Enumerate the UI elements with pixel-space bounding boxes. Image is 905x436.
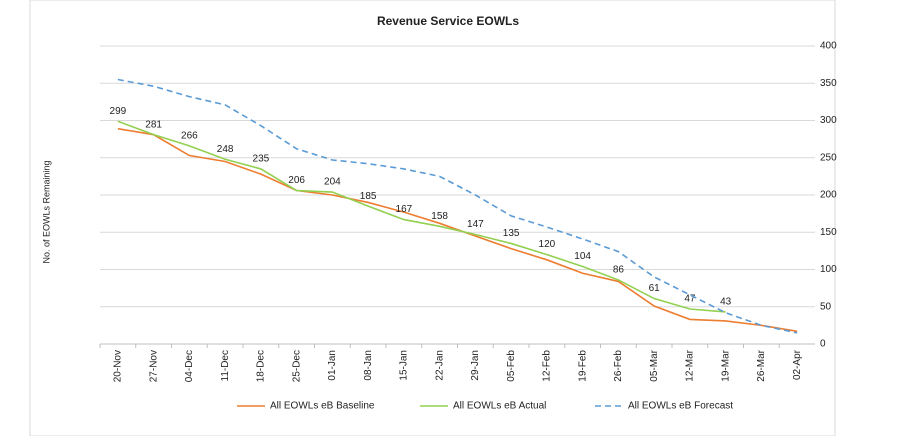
data-label: 185 [360, 191, 377, 202]
data-label: 266 [181, 130, 198, 141]
y-tick-label: 0 [820, 339, 826, 350]
x-tick-label: 15-Jan [399, 350, 410, 381]
y-tick-label: 300 [820, 115, 837, 126]
x-tick-label: 18-Dec [256, 350, 267, 382]
data-label: 61 [649, 283, 661, 294]
x-tick-label: 08-Jan [363, 350, 374, 381]
chart-frame [29, 0, 836, 436]
data-label: 206 [288, 175, 305, 186]
data-label: 167 [396, 204, 413, 215]
y-tick-label: 250 [820, 152, 837, 163]
x-tick-label: 29-Jan [470, 350, 481, 381]
x-tick-label: 26-Feb [613, 350, 624, 382]
y-tick-label: 100 [820, 264, 837, 275]
x-tick-label: 04-Dec [184, 350, 195, 382]
data-label: 147 [467, 219, 484, 230]
y-tick-label: 200 [820, 190, 837, 201]
x-tick-label: 20-Nov [113, 350, 124, 382]
x-tick-label: 27-Nov [148, 350, 159, 382]
x-tick-label: 19-Mar [720, 349, 731, 381]
x-tick-label: 12-Mar [685, 349, 696, 381]
y-tick-label: 50 [820, 301, 832, 312]
legend-label: All EOWLs eB Actual [453, 401, 546, 412]
x-tick-label: 25-Dec [291, 350, 302, 382]
x-tick-label: 26-Mar [756, 349, 767, 381]
y-axis-label: No. of EOWLs Remaining [41, 160, 51, 263]
x-tick-label: 19-Feb [577, 350, 588, 382]
series-line [117, 78, 798, 334]
data-label: 135 [503, 228, 520, 239]
data-label: 281 [145, 119, 162, 130]
x-tick-label: 22-Jan [434, 350, 445, 381]
x-tick-label: 12-Feb [542, 350, 553, 382]
data-label: 86 [613, 265, 625, 276]
data-label: 158 [431, 211, 448, 222]
chart-title: Revenue Service EOWLs [377, 14, 519, 28]
x-tick-label: 11-Dec [220, 350, 231, 382]
x-tick-label: 01-Jan [327, 350, 338, 381]
data-label: 104 [574, 251, 591, 262]
data-label: 204 [324, 177, 341, 188]
data-label: 47 [684, 294, 696, 305]
data-label: 235 [253, 154, 270, 165]
data-label: 120 [539, 239, 556, 250]
data-label: 248 [217, 144, 234, 155]
y-tick-label: 400 [820, 41, 837, 52]
y-tick-label: 350 [820, 78, 837, 89]
legend-label: All EOWLs eB Baseline [270, 401, 375, 412]
data-label: 299 [110, 106, 127, 117]
x-tick-label: 05-Feb [506, 350, 517, 382]
y-tick-label: 150 [820, 227, 837, 238]
x-tick-label: 05-Mar [649, 349, 660, 381]
data-label: 43 [720, 297, 732, 308]
x-tick-label: 02-Apr [792, 349, 803, 380]
series-line [117, 120, 726, 313]
legend-label: All EOWLs eB Forecast [628, 401, 733, 412]
